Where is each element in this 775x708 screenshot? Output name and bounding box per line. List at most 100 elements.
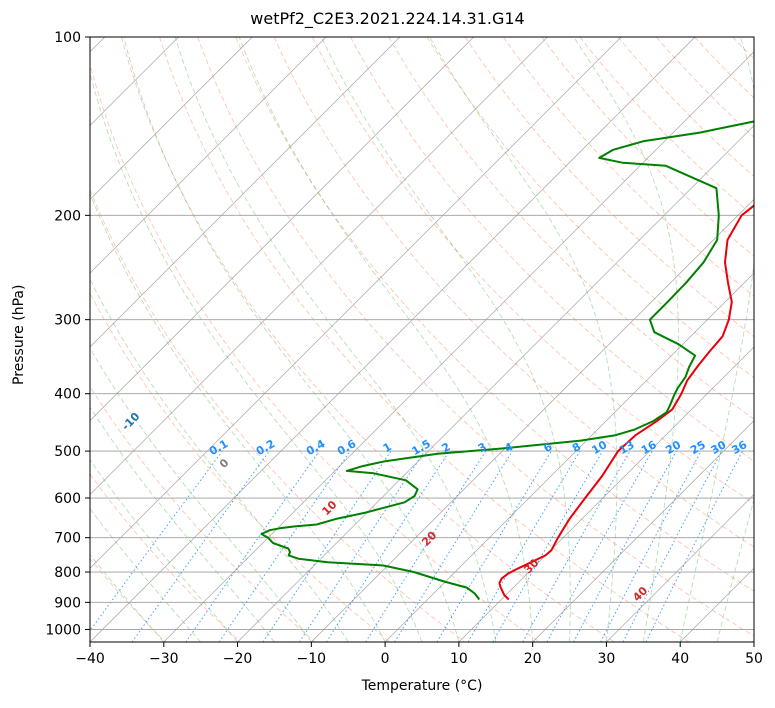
mixing-ratio-line xyxy=(522,450,631,642)
mixing-ratio-line xyxy=(185,450,320,642)
moist-adiabat xyxy=(90,278,349,642)
mixing-ratio-line xyxy=(218,450,351,642)
mixing-ratio-line xyxy=(467,450,581,642)
mixing-ratio-line xyxy=(645,450,743,642)
y-tick-label: 800 xyxy=(54,565,81,581)
mixing-ratio-label: 20 xyxy=(663,438,683,457)
mixing-ratio-line xyxy=(131,450,270,642)
moist-adiabat xyxy=(90,507,202,642)
dry-adiabat xyxy=(541,37,754,257)
mixing-ratio-label: 8 xyxy=(570,440,583,455)
y-tick-label: 100 xyxy=(54,30,81,46)
mixing-ratio-label: 0.4 xyxy=(304,437,328,458)
mixing-ratio-line xyxy=(546,450,653,642)
temperature-profile-line xyxy=(498,204,754,601)
isotherm xyxy=(90,37,548,495)
isotherm xyxy=(458,346,754,642)
dry-adiabat xyxy=(426,37,754,379)
dry-adiabat xyxy=(273,37,754,548)
dry-adiabat xyxy=(90,62,540,642)
mixing-ratio-line xyxy=(436,450,552,642)
x-tick-label: 50 xyxy=(745,651,763,667)
x-axis-label: Temperature (°C) xyxy=(361,678,483,694)
dry-adiabat-label: 20 xyxy=(419,529,439,549)
dry-adiabat xyxy=(655,37,754,138)
x-tick-label: −20 xyxy=(223,651,253,667)
moist-adiabat xyxy=(90,347,312,642)
moist-adiabat xyxy=(90,459,238,642)
isotherm xyxy=(90,37,401,348)
y-tick-label: 700 xyxy=(54,531,81,547)
mixing-ratio-line xyxy=(262,450,392,642)
mixing-ratio-line xyxy=(394,450,513,642)
isotherm xyxy=(90,37,327,274)
dry-adiabat xyxy=(235,37,754,592)
mixing-ratio-label: 0.1 xyxy=(207,437,230,458)
x-tick-label: −40 xyxy=(75,651,105,667)
isotherm xyxy=(311,198,754,642)
dry-adiabat-label: -10 xyxy=(119,410,142,433)
mixing-ratio-line xyxy=(90,450,223,632)
dry-adiabat xyxy=(90,473,241,642)
dry-adiabat xyxy=(694,37,754,99)
isotherm xyxy=(90,37,253,200)
mixing-ratio-line xyxy=(622,450,723,642)
mixing-ratio-line xyxy=(573,450,677,642)
mixing-ratio-label: 13 xyxy=(617,438,637,457)
y-tick-label: 200 xyxy=(54,208,81,224)
isotherm xyxy=(384,272,754,642)
moist-adiabat xyxy=(679,37,754,642)
y-tick-label: 500 xyxy=(54,444,81,460)
mixing-ratio-label: 16 xyxy=(639,438,659,457)
isotherm xyxy=(90,37,622,569)
plot-area: -100-90-80-70-60-50-40-30-20-10010203040… xyxy=(90,37,775,642)
moist-adiabat xyxy=(123,37,460,642)
x-tick-label: 0 xyxy=(381,651,390,667)
moist-adiabat xyxy=(238,37,534,642)
x-tick-label: 40 xyxy=(671,651,689,667)
moist-adiabat xyxy=(716,497,754,642)
y-tick-label: 300 xyxy=(54,313,81,329)
dry-adiabat xyxy=(350,37,754,462)
moist-adiabat xyxy=(320,37,571,642)
isotherm xyxy=(90,37,474,422)
moist-adiabat xyxy=(90,71,423,642)
dry-adiabat xyxy=(771,37,775,642)
mixing-ratio-line xyxy=(325,450,450,642)
dry-adiabat xyxy=(90,385,316,642)
plot-frame xyxy=(89,36,755,643)
y-axis-label: Pressure (hPa) xyxy=(11,284,27,385)
isotherm xyxy=(237,125,754,642)
mixing-ratio-label: 25 xyxy=(688,438,708,457)
dry-adiabat xyxy=(503,37,754,297)
dry-adiabat xyxy=(388,37,754,420)
dry-adiabat xyxy=(464,37,754,338)
x-tick-label: −10 xyxy=(297,651,327,667)
dry-adiabat xyxy=(579,37,754,217)
dewpoint-profile-line xyxy=(260,120,754,601)
mixing-ratio-label: 6 xyxy=(541,440,554,455)
dry-adiabat xyxy=(90,292,391,642)
y-tick-label: 900 xyxy=(54,595,81,611)
isotherm xyxy=(90,37,696,642)
moist-adiabat xyxy=(174,37,497,642)
x-tick-label: 30 xyxy=(598,651,616,667)
dry-adiabat xyxy=(311,37,754,505)
moist-adiabat xyxy=(573,37,679,642)
dry-adiabat-label: 10 xyxy=(319,498,339,518)
mixing-ratio-label: 0.2 xyxy=(254,437,277,458)
moist-adiabat xyxy=(90,406,275,642)
x-tick-label: 10 xyxy=(450,651,468,667)
isotherm xyxy=(532,420,754,642)
x-tick-label: −30 xyxy=(149,651,179,667)
isotherm xyxy=(606,493,754,642)
moist-adiabat xyxy=(90,192,386,642)
mixing-ratio-label: 1 xyxy=(381,440,394,455)
y-tick-label: 400 xyxy=(54,387,81,403)
isotherm xyxy=(753,641,754,642)
mixing-ratio-label: 10 xyxy=(589,438,609,457)
mixing-ratio-label: 3 xyxy=(476,440,489,455)
moist-adiabat xyxy=(429,37,618,642)
chart-title: wetPf2_C2E3.2021.224.14.31.G14 xyxy=(250,9,525,28)
